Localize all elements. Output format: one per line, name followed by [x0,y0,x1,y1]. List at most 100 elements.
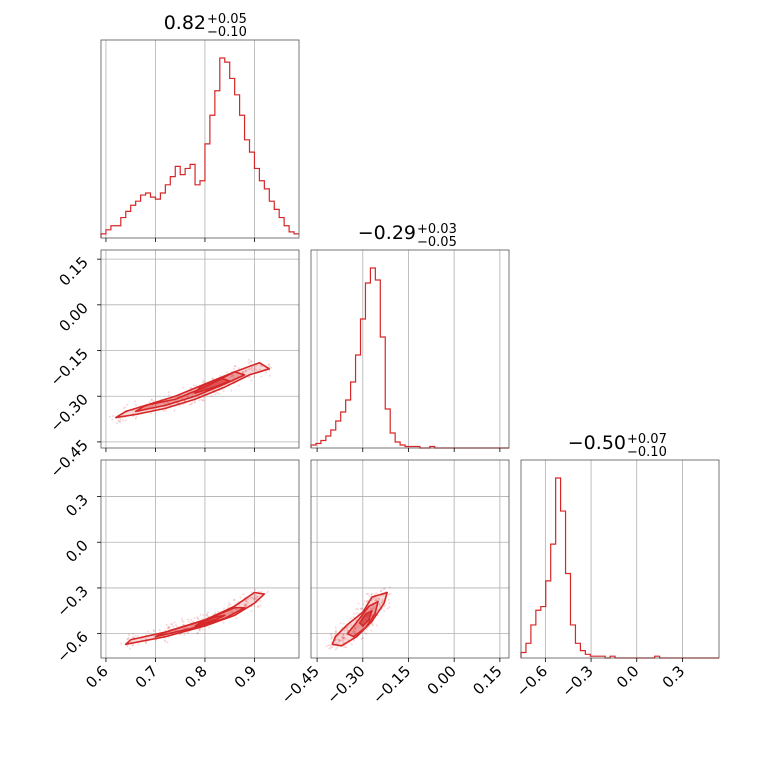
scatter-point [257,606,260,609]
scatter-point [222,390,225,393]
scatter-point [120,642,123,645]
scatter-point [244,605,247,608]
scatter-point [167,391,170,394]
scatter-point [247,598,250,601]
scatter-point [354,626,357,629]
scatter-point [251,596,254,599]
scatter-point [381,601,384,604]
scatter-point [247,368,250,371]
scatter-point [133,400,136,403]
scatter-point [164,410,167,413]
scatter-point [134,403,137,406]
scatter-point [145,405,148,408]
scatter-point [355,612,358,615]
scatter-point [193,400,196,403]
scatter-point [380,601,383,604]
scatter-point [387,601,390,604]
scatter-point [201,618,204,621]
scatter-point [126,403,129,406]
scatter-point [152,399,155,402]
scatter-point [341,637,344,640]
scatter-point [227,604,230,607]
scatter-point [340,635,343,638]
scatter-point [360,607,363,610]
y-tick-label: −0.45 [47,436,92,481]
scatter-point [253,367,256,370]
scatter-point [346,625,349,628]
scatter-point [329,644,332,647]
scatter-point [202,379,205,382]
scatter-point [346,629,349,632]
scatter-point [334,626,337,629]
scatter-point [181,396,184,399]
scatter-point [168,625,171,628]
scatter-point [198,629,201,632]
scatter-point [128,633,131,636]
scatter-point [382,594,385,597]
scatter-point [182,621,185,624]
scatter-point [255,595,258,598]
scatter-point [214,393,217,396]
scatter-point [245,603,248,606]
scatter-point [331,646,334,649]
title-lower-error-1: −0.05 [417,235,457,250]
scatter-point [253,597,256,600]
scatter-point [228,610,231,613]
scatter-point [336,646,339,649]
scatter-point [163,639,166,642]
scatter-point [244,604,247,607]
scatter-point [363,600,366,603]
scatter-point [339,622,342,625]
x-tick-label: 0.9 [231,662,261,692]
scatter-point [245,600,248,603]
scatter-point [325,645,328,648]
scatter-point [202,381,205,384]
scatter-point [252,598,255,601]
scatter-point [119,421,122,424]
scatter-point [357,625,360,628]
scatter-point [202,399,205,402]
scatter-point [365,628,368,631]
scatter-point [360,607,363,610]
scatter-point [342,633,345,636]
scatter-point [118,419,121,422]
scatter-point [387,593,390,596]
scatter-point [352,616,355,619]
scatter-point [173,409,176,412]
scatter-point [353,639,356,642]
scatter-point [214,611,217,614]
scatter-point [243,603,246,606]
scatter-point [334,631,337,634]
scatter-point [117,419,120,422]
scatter-point [260,364,263,367]
y-tick-label: 0.00 [55,299,91,335]
scatter-point [383,605,386,608]
title-value-2: −0.50 [568,432,626,454]
scatter-point [259,604,262,607]
scatter-point [195,384,198,387]
scatter-point [145,641,148,644]
title-upper-error-1: +0.03 [417,222,457,237]
scatter-point [352,630,355,633]
scatter-point [149,405,152,408]
scatter-point [330,637,333,640]
scatter-point [245,603,248,606]
scatter-point [249,596,252,599]
scatter-point [371,607,374,610]
scatter-point [357,602,360,605]
scatter-point [175,625,178,628]
scatter-point [355,608,358,611]
scatter-point [164,640,167,643]
scatter-point [343,637,346,640]
scatter-point [134,634,137,637]
scatter-point [206,613,209,616]
scatter-point [338,640,341,643]
scatter-point [337,638,340,641]
scatter-point [134,418,137,421]
scatter-point [241,371,244,374]
scatter-point [353,633,356,636]
scatter-point [165,623,168,626]
scatter-point [342,636,345,639]
scatter-point [222,607,225,610]
